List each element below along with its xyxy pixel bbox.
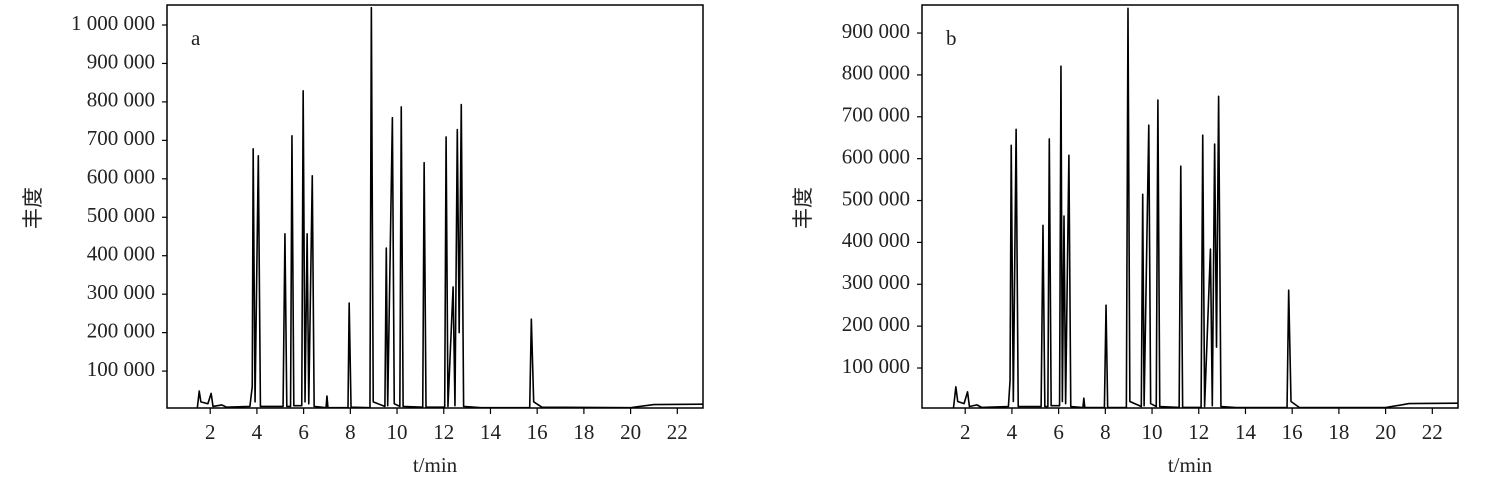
y-tick-label: 800 000 — [87, 88, 155, 112]
x-tick-label: 14 — [1235, 420, 1257, 444]
y-tick-label: 100 000 — [842, 354, 910, 378]
y-tick-label: 400 000 — [87, 242, 155, 266]
y-tick-label: 600 000 — [842, 144, 910, 168]
x-tick-label: 2 — [205, 420, 216, 444]
y-tick-label: 700 000 — [842, 103, 910, 127]
x-axis-label: t/min — [413, 453, 458, 477]
x-tick-label: 6 — [298, 420, 309, 444]
y-tick-label: 900 000 — [87, 49, 155, 73]
x-tick-label: 16 — [1282, 420, 1303, 444]
x-tick-label: 20 — [1375, 420, 1396, 444]
x-tick-label: 12 — [1188, 420, 1209, 444]
y-tick-label: 200 000 — [87, 318, 155, 342]
plot-frame — [166, 4, 704, 409]
x-tick-label: 18 — [1328, 420, 1349, 444]
y-tick-label: 100 000 — [87, 357, 155, 381]
x-tick-label: 6 — [1053, 420, 1064, 444]
y-tick-label: 800 000 — [842, 61, 910, 85]
x-tick-label: 14 — [480, 420, 502, 444]
chromatogram-line — [196, 6, 704, 409]
y-axis-label: 丰度 — [21, 187, 45, 229]
x-tick-label: 4 — [252, 420, 263, 444]
y-tick-label: 700 000 — [87, 126, 155, 150]
x-tick-label: 10 — [387, 420, 408, 444]
y-tick-label: 300 000 — [87, 280, 155, 304]
panel-label: b — [946, 26, 957, 50]
y-tick-label: 1 000 000 — [71, 11, 155, 35]
x-tick-label: 20 — [620, 420, 641, 444]
x-axis-label: t/min — [1168, 453, 1213, 477]
x-tick-label: 22 — [667, 420, 688, 444]
x-tick-label: 4 — [1007, 420, 1018, 444]
x-tick-label: 8 — [1100, 420, 1111, 444]
x-tick-label: 2 — [960, 420, 971, 444]
y-tick-label: 400 000 — [842, 228, 910, 252]
x-tick-label: 10 — [1142, 420, 1163, 444]
panel-label: a — [191, 26, 201, 50]
chromatogram-line — [952, 7, 1459, 409]
plot-frame — [921, 4, 1459, 409]
y-tick-label: 600 000 — [87, 165, 155, 189]
x-tick-label: 12 — [433, 420, 454, 444]
y-tick-label: 200 000 — [842, 312, 910, 336]
y-axis-label: 丰度 — [791, 187, 815, 229]
x-tick-label: 16 — [527, 420, 548, 444]
x-tick-label: 22 — [1422, 420, 1443, 444]
y-tick-label: 900 000 — [842, 19, 910, 43]
y-tick-label: 500 000 — [842, 186, 910, 210]
x-tick-label: 18 — [573, 420, 594, 444]
x-tick-label: 8 — [345, 420, 356, 444]
y-tick-label: 300 000 — [842, 270, 910, 294]
y-tick-label: 500 000 — [87, 203, 155, 227]
